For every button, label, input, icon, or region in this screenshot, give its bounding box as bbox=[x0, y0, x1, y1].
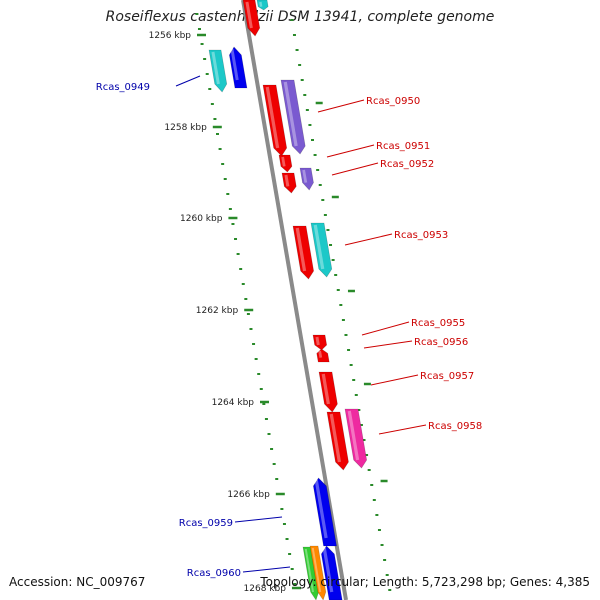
gene-arrow bbox=[299, 167, 314, 191]
gene-label-rcas-0958: Rcas_0958 bbox=[428, 421, 482, 432]
gene-arrow-shine bbox=[315, 336, 320, 346]
genome-summary: Topology: circular; Length: 5,723,298 bp… bbox=[260, 575, 590, 589]
gene-arrow-shine bbox=[311, 547, 322, 593]
gene-arrow bbox=[310, 222, 333, 278]
gene-arrow bbox=[313, 477, 337, 547]
accession-text: Accession: NC_009767 bbox=[9, 575, 146, 589]
gene-arrow-shine bbox=[295, 227, 307, 272]
gene-features bbox=[208, 0, 367, 600]
tick-label: 1256 kbp bbox=[149, 31, 192, 41]
gene-arrow bbox=[292, 225, 314, 280]
gene-arrow-shine bbox=[284, 174, 290, 187]
gene-arrow bbox=[278, 154, 293, 173]
gene-arrow bbox=[302, 546, 319, 600]
gene-arrow bbox=[312, 334, 328, 351]
gene-label-rcas-0956: Rcas_0956 bbox=[414, 337, 468, 348]
gene-arrow bbox=[344, 408, 367, 469]
gene-arrow-body bbox=[321, 545, 343, 600]
gene-arrow-shine bbox=[347, 410, 360, 461]
gene-leader-line bbox=[378, 424, 427, 435]
gene-arrow-shine bbox=[230, 48, 239, 81]
tick-labels: 1256 kbp 1258 kbp 1260 kbp 1262 kbp 1264 kbp… bbox=[149, 31, 287, 594]
gene-leader-line bbox=[175, 75, 201, 87]
gene-leader-line bbox=[331, 162, 379, 176]
gene-arrow-body bbox=[242, 0, 261, 37]
gene-label-rcas-0953: Rcas_0953 bbox=[394, 230, 448, 241]
tick-label: 1258 kbp bbox=[164, 123, 207, 133]
gene-arrow-body bbox=[299, 167, 314, 191]
gene-arrow-shine bbox=[314, 479, 328, 539]
gene-label-rcas-0955: Rcas_0955 bbox=[411, 318, 465, 329]
gene-arrow-shine bbox=[302, 169, 308, 183]
gene-arrow-shine bbox=[283, 81, 298, 147]
gene-arrow-body bbox=[278, 154, 293, 173]
gene-arrow bbox=[256, 0, 269, 11]
gene-arrow bbox=[242, 0, 261, 37]
tick-label: 1268 kbp bbox=[244, 584, 287, 594]
gene-arrow bbox=[281, 172, 297, 194]
gene-arrow-shine bbox=[281, 156, 286, 167]
gene-arrow-shine bbox=[321, 373, 330, 405]
gene-label-rcas-0950: Rcas_0950 bbox=[366, 96, 420, 107]
gene-arrow-shine bbox=[313, 224, 325, 270]
gene-arrow-body bbox=[312, 334, 328, 351]
gene-arrow-body bbox=[344, 408, 367, 469]
gene-arrow-body bbox=[316, 348, 330, 363]
gene-arrow bbox=[321, 545, 343, 600]
gene-arrow-body bbox=[313, 477, 337, 547]
gene-arrow-shine bbox=[304, 548, 315, 593]
gene-arrow-body bbox=[292, 225, 314, 280]
gene-label-rcas-0951: Rcas_0951 bbox=[376, 141, 430, 152]
map-title: Roseiflexus castenholzii DSM 13941, comp… bbox=[105, 9, 495, 25]
gene-label-rcas-0952: Rcas_0952 bbox=[380, 159, 434, 170]
gene-arrow-body bbox=[262, 84, 288, 157]
gene-arrow-body bbox=[309, 545, 327, 600]
tick-label: 1266 kbp bbox=[227, 490, 270, 500]
gene-label-rcas-0949: Rcas_0949 bbox=[96, 82, 150, 93]
gene-arrow-shine bbox=[211, 51, 220, 85]
gene-leader-line bbox=[242, 566, 291, 573]
gene-arrow-body bbox=[280, 79, 306, 155]
gene-arrow-shine bbox=[318, 350, 323, 358]
gene-leader-line bbox=[344, 233, 393, 246]
gene-arrow-shine bbox=[245, 1, 253, 29]
gene-leader-line bbox=[326, 144, 375, 158]
gene-arrow-shine bbox=[329, 413, 342, 463]
gene-arrow-shine bbox=[322, 547, 334, 593]
tick-marks bbox=[195, 13, 392, 591]
gene-arrow bbox=[309, 545, 327, 600]
gene-arrow-body bbox=[326, 411, 349, 471]
gene-leader-line bbox=[363, 340, 413, 349]
tick-label: 1260 kbp bbox=[180, 214, 223, 224]
gene-labels: Rcas_0949 Rcas_0950 Rcas_0951 Rcas_0952 Rcas… bbox=[96, 75, 482, 579]
gene-label-rcas-0959: Rcas_0959 bbox=[179, 518, 233, 529]
gene-arrow-body bbox=[281, 172, 297, 194]
gene-arrow bbox=[280, 79, 306, 155]
gene-arrow-shine bbox=[265, 86, 280, 149]
genome-backbone bbox=[241, 0, 348, 600]
gene-arrow-shine bbox=[259, 1, 263, 7]
gene-arrow-body bbox=[208, 49, 228, 93]
gene-leader-line bbox=[370, 374, 419, 386]
tick-label: 1264 kbp bbox=[212, 398, 255, 408]
tick-label: 1262 kbp bbox=[196, 306, 239, 316]
gene-leader-line bbox=[317, 99, 365, 113]
gene-arrow-body bbox=[302, 546, 319, 600]
gene-leader-line bbox=[234, 516, 283, 523]
gene-arrow bbox=[208, 49, 228, 93]
gene-arrow bbox=[316, 348, 330, 363]
gene-leader-line bbox=[361, 321, 410, 336]
gene-arrow-body bbox=[256, 0, 269, 11]
gene-arrow-body bbox=[310, 222, 333, 278]
gene-arrow bbox=[326, 411, 349, 471]
gene-arrow-body bbox=[318, 371, 338, 413]
gene-arrow bbox=[318, 371, 338, 413]
gene-label-rcas-0957: Rcas_0957 bbox=[420, 371, 474, 382]
gene-arrow bbox=[262, 84, 288, 157]
gene-arrow-body bbox=[229, 46, 248, 89]
gene-label-rcas-0960: Rcas_0960 bbox=[187, 568, 241, 579]
gene-arrow bbox=[229, 46, 248, 89]
